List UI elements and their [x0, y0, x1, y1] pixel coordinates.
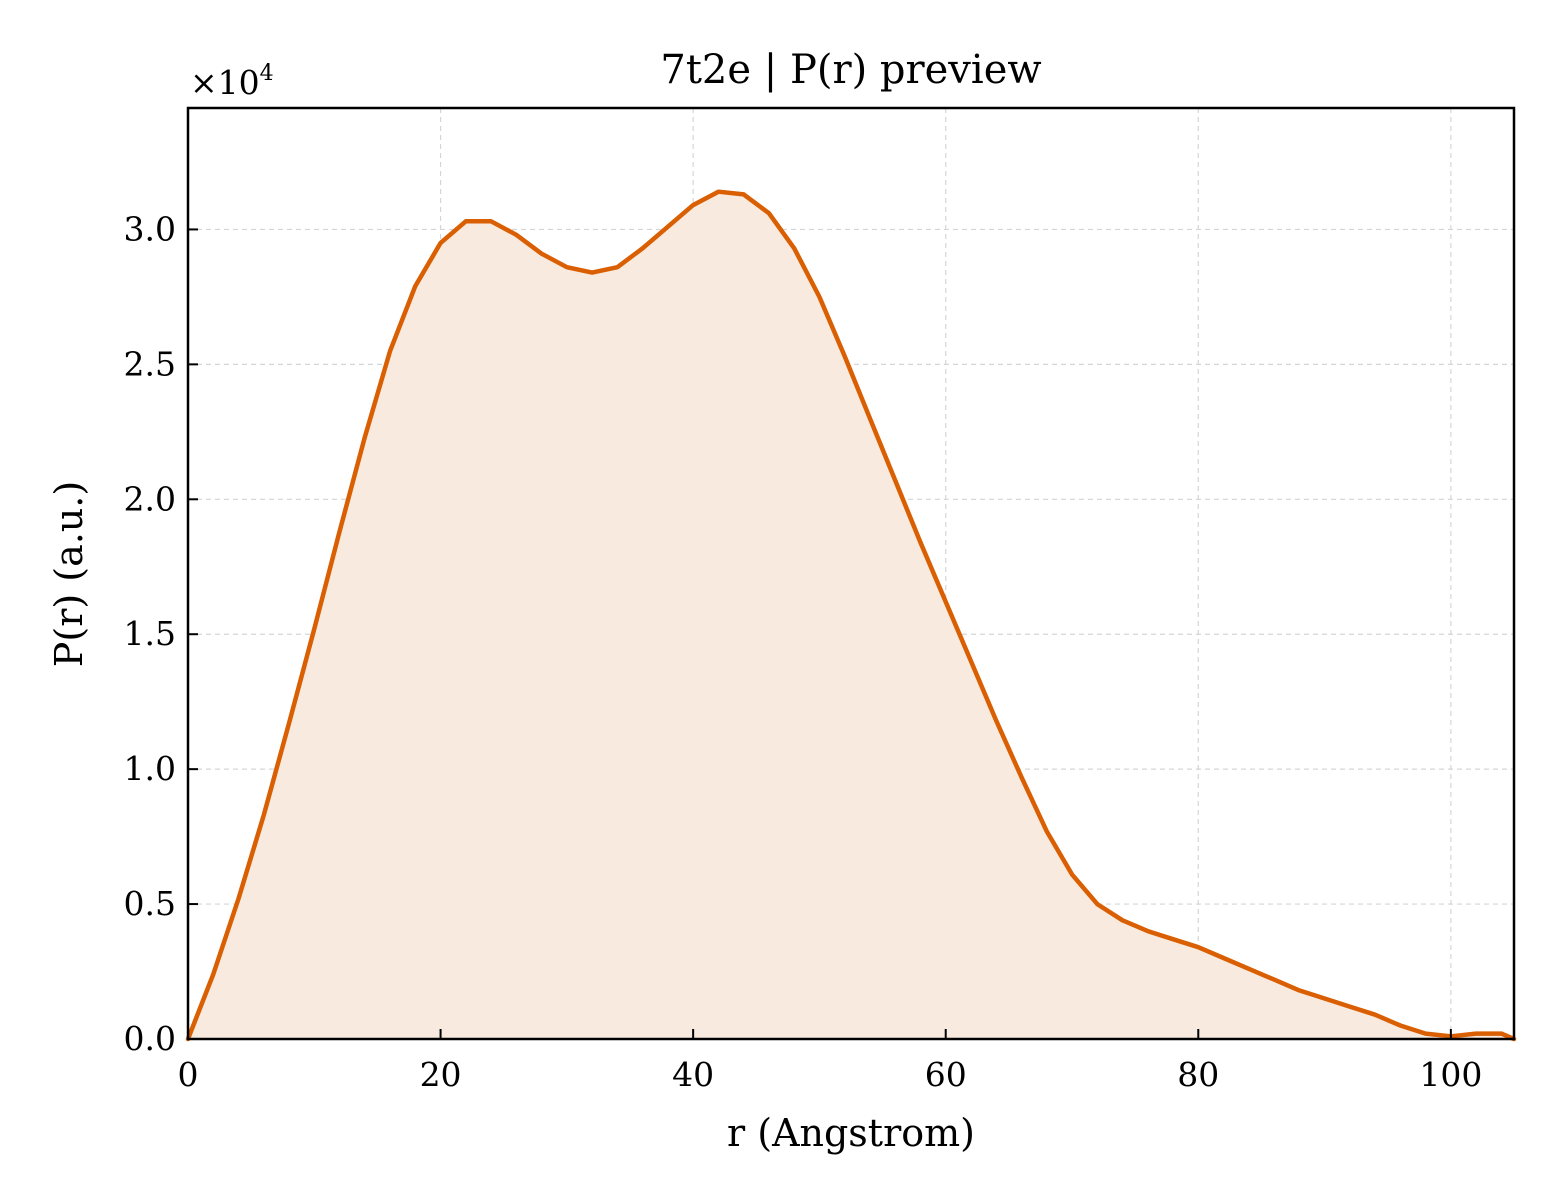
chart-title: 7t2e | P(r) preview [660, 47, 1041, 93]
y-tick-label: 3.0 [124, 209, 176, 248]
plot-frame [186, 106, 1516, 1041]
y-offset-exponent: 4 [260, 61, 274, 86]
y-tick-label: 0.5 [124, 884, 176, 923]
y-axis-label: P(r) (a.u.) [47, 481, 91, 667]
y-tick-label: 2.5 [124, 344, 176, 383]
series-line [185, 189, 1517, 1042]
y-offset-label: ×104 [190, 61, 274, 102]
y-tick-label: 0.0 [124, 1019, 176, 1058]
x-tick-label: 40 [672, 1055, 714, 1094]
y-tick-labels: 0.0 0.5 1.0 1.5 2.0 2.5 3.0 [124, 209, 176, 1058]
y-offset-base: ×10 [190, 63, 260, 102]
x-tick-label: 60 [925, 1055, 967, 1094]
x-tick-label: 80 [1177, 1055, 1219, 1094]
x-tick-label: 100 [1419, 1055, 1482, 1094]
y-tick-label: 1.0 [124, 749, 176, 788]
y-tick-label: 2.0 [124, 479, 176, 518]
x-tick-label: 0 [178, 1055, 199, 1094]
x-tick-labels: 0 20 40 60 80 100 [178, 1055, 1483, 1094]
x-axis-label: r (Angstrom) [727, 1111, 975, 1155]
series-area-fill [188, 191, 1514, 1039]
y-tick-label: 1.5 [124, 614, 176, 653]
x-tick-label: 20 [420, 1055, 462, 1094]
